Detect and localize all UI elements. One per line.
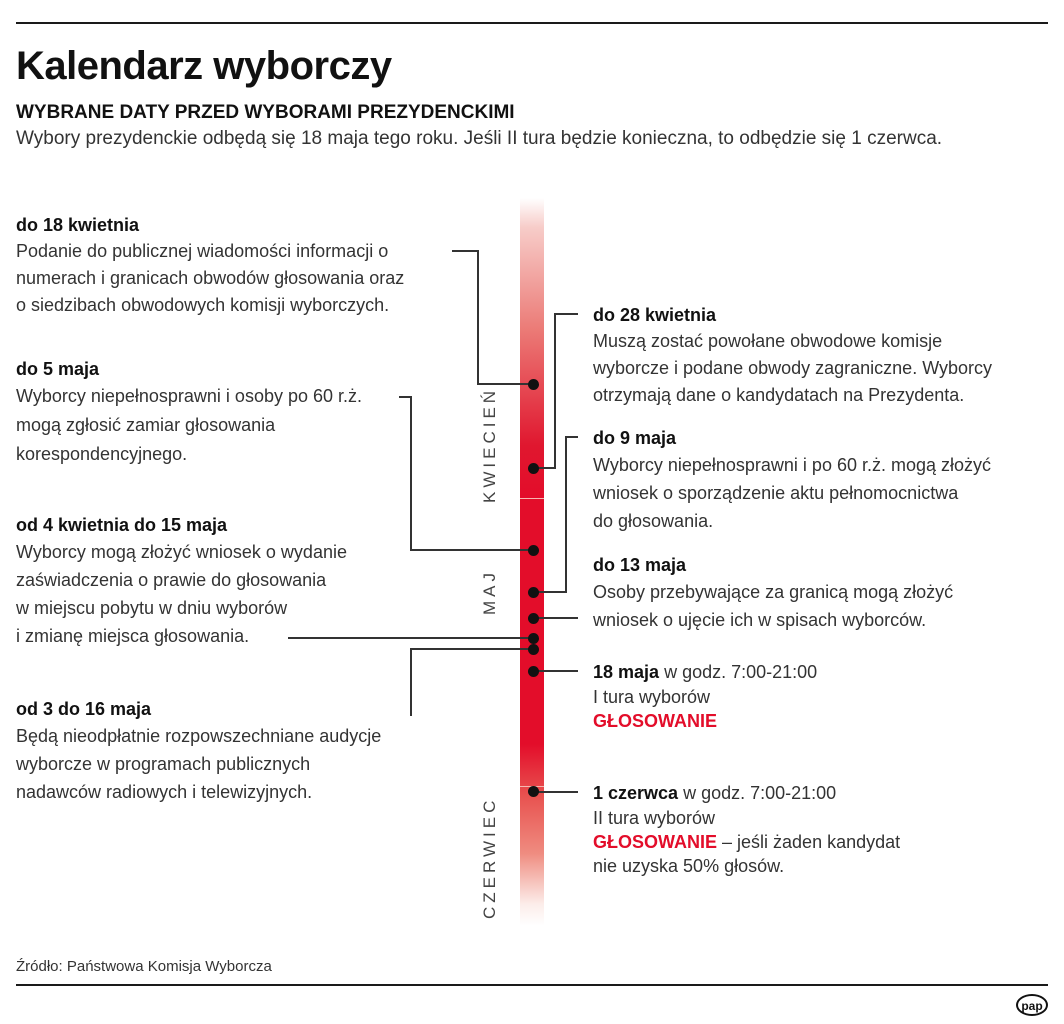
event-4-april-15-may: od 4 kwietnia do 15 maja Wyborcy mogą zł… <box>16 512 347 650</box>
event-desc: Będą nieodpłatnie rozpowszechniane audyc… <box>16 726 382 802</box>
month-label-june: CZERWIEC <box>480 796 499 919</box>
event-note-2: nie uzyska 50% głosów. <box>593 856 785 876</box>
event-time: w godz. 7:00-21:00 <box>678 783 837 803</box>
event-18-may-vote: 18 maja w godz. 7:00-21:00 I tura wyboró… <box>593 659 817 733</box>
connector-line <box>565 436 578 438</box>
subtitle: WYBRANE DATY PRZED WYBORAMI PREZYDENCKIM… <box>16 102 515 123</box>
event-desc: Wyborcy niepełnosprawni i osoby po 60 r.… <box>16 386 363 464</box>
connector-line <box>399 396 412 398</box>
connector-line <box>533 591 567 593</box>
timeline-dot-9-may <box>528 587 539 598</box>
month-label-may: MAJ <box>480 569 499 615</box>
timeline-dot-18-may <box>528 666 539 677</box>
connector-line <box>533 467 556 469</box>
event-note: – jeśli żaden kandydat <box>717 832 901 852</box>
timeline-dot-28-april <box>528 463 539 474</box>
top-rule <box>16 22 1048 24</box>
event-date: do 28 kwietnia <box>593 305 717 325</box>
timeline-dot-16-may <box>528 644 539 655</box>
event-desc: Podanie do publicznej wiadomości informa… <box>16 241 405 315</box>
vote-highlight: GŁOSOWANIE <box>593 832 718 852</box>
event-round: I tura wyborów <box>593 687 711 707</box>
connector-line <box>477 250 479 385</box>
vote-highlight: GŁOSOWANIE <box>593 711 718 731</box>
timeline-dot-5-may <box>528 545 539 556</box>
event-time: w godz. 7:00-21:00 <box>659 662 818 682</box>
page-title: Kalendarz wyborczy <box>16 44 392 88</box>
event-3-16-may: od 3 do 16 maja Będą nieodpłatnie rozpow… <box>16 696 381 806</box>
timeline-bar <box>520 198 544 926</box>
connector-line <box>410 396 412 550</box>
timeline-dot-13-may <box>528 613 539 624</box>
timeline-dot-18-april <box>528 379 539 390</box>
connector-line <box>410 549 533 551</box>
event-round: II tura wyborów <box>593 808 716 828</box>
event-desc: Muszą zostać powołane obwodowe komisje w… <box>593 331 993 405</box>
event-date: do 13 maja <box>593 555 687 575</box>
event-date: do 9 maja <box>593 428 677 448</box>
month-divider-april-may <box>520 498 544 499</box>
connector-line <box>410 648 412 716</box>
event-date: 18 maja <box>593 662 660 682</box>
connector-line <box>288 637 533 639</box>
bottom-rule <box>16 984 1048 986</box>
event-date: od 4 kwietnia do 15 maja <box>16 515 228 535</box>
month-label-april: KWIECIEŃ <box>480 386 499 503</box>
event-desc: Wyborcy niepełnosprawni i po 60 r.ż. mog… <box>593 455 992 531</box>
event-28-april: do 28 kwietnia Muszą zostać powołane obw… <box>593 302 992 409</box>
lead-text: Wybory prezydenckie odbędą się 18 maja t… <box>16 128 943 149</box>
timeline-dot-15-may <box>528 633 539 644</box>
connector-line <box>533 791 578 793</box>
connector-line <box>565 436 567 593</box>
connector-line <box>533 617 578 619</box>
connector-line <box>477 383 533 385</box>
event-18-april: do 18 kwietnia Podanie do publicznej wia… <box>16 212 404 319</box>
event-date: do 5 maja <box>16 359 100 379</box>
event-desc: Osoby przebywające za granicą mogą złoży… <box>593 582 954 630</box>
source-note: Źródło: Państwowa Komisja Wyborcza <box>16 958 272 975</box>
connector-line <box>533 670 578 672</box>
connector-line <box>554 313 556 469</box>
event-date: do 18 kwietnia <box>16 215 140 235</box>
connector-line <box>410 648 533 650</box>
timeline-dot-1-june <box>528 786 539 797</box>
event-1-june-vote: 1 czerwca w godz. 7:00-21:00 II tura wyb… <box>593 780 900 878</box>
event-13-may: do 13 maja Osoby przebywające za granicą… <box>593 552 953 634</box>
connector-line <box>452 250 479 252</box>
connector-line <box>554 313 578 315</box>
event-date: od 3 do 16 maja <box>16 699 152 719</box>
pap-logo-icon: pap <box>1016 994 1048 1016</box>
event-desc: Wyborcy mogą złożyć wniosek o wydanie za… <box>16 542 347 646</box>
event-5-may: do 5 maja Wyborcy niepełnosprawni i osob… <box>16 356 362 469</box>
event-date: 1 czerwca <box>593 783 679 803</box>
event-9-may: do 9 maja Wyborcy niepełnosprawni i po 6… <box>593 425 991 535</box>
